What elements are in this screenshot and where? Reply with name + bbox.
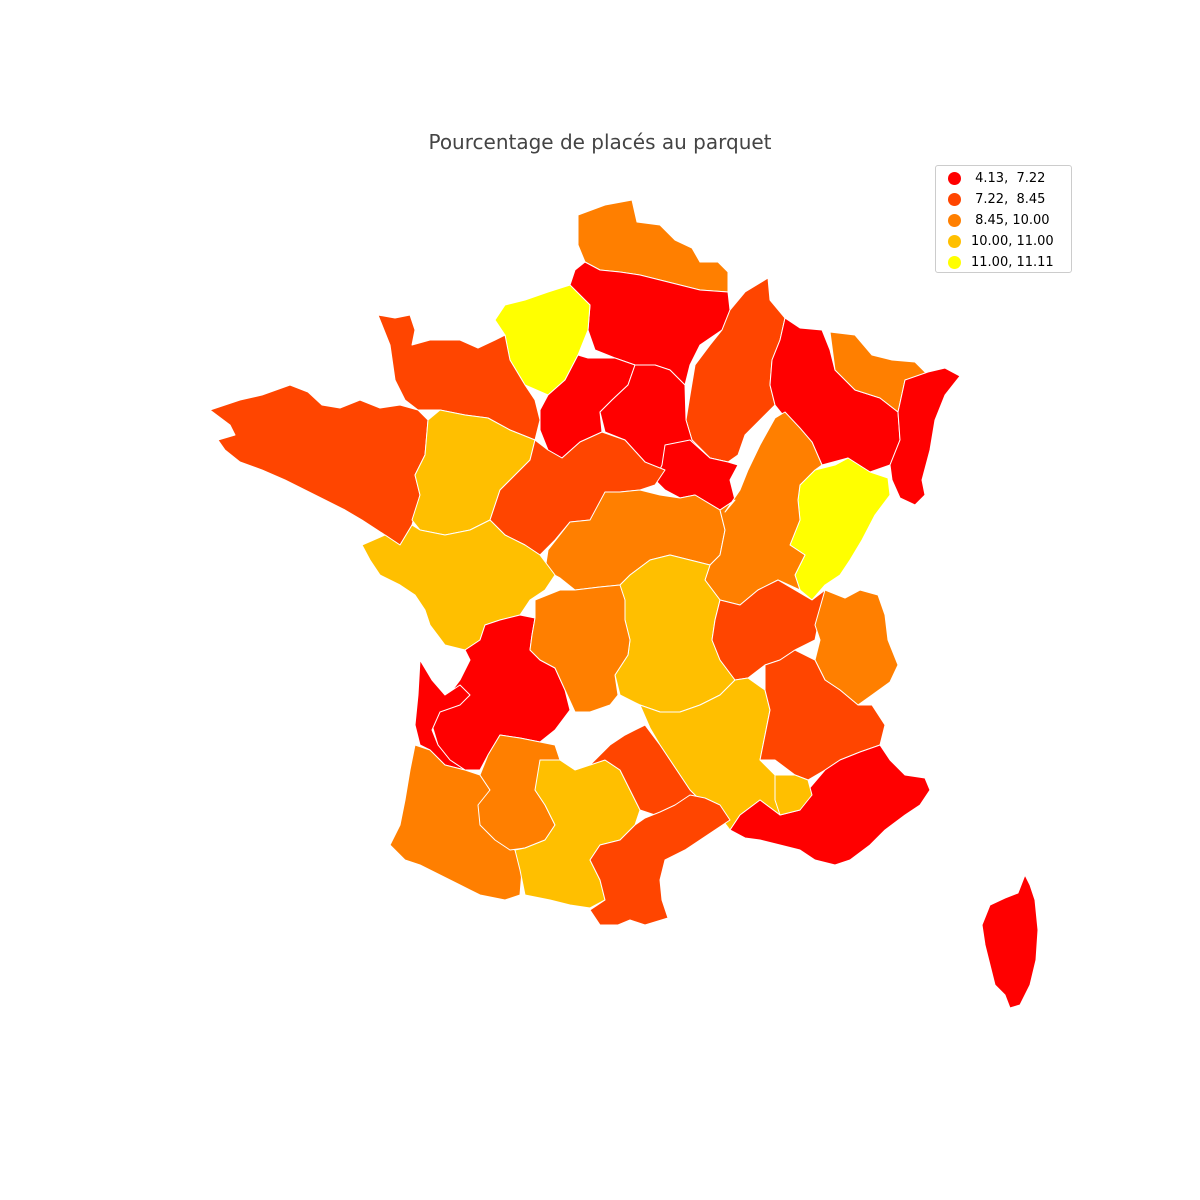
legend-swatch [948, 172, 961, 185]
map-title: Pourcentage de placés au parquet [428, 130, 772, 154]
region-alsace [889, 367, 961, 506]
legend-label: 11.00, 11.11 [971, 255, 1054, 270]
regions-layer [209, 199, 1039, 1009]
region-basse-normandie [377, 314, 541, 441]
legend-entry: 4.13, 7.22 [936, 168, 1071, 189]
region-corse [981, 874, 1039, 1009]
legend-label: 4.13, 7.22 [971, 171, 1046, 186]
legend-entry: 7.22, 8.45 [936, 189, 1071, 210]
legend-label: 10.00, 11.00 [971, 234, 1054, 249]
region-aquitaine-sud [389, 744, 523, 901]
legend: 4.13, 7.22 7.22, 8.45 8.45, 10.00 10.00, … [935, 165, 1072, 273]
region-poitou-charentes [361, 519, 556, 651]
legend-swatch [948, 235, 961, 248]
region-alpes-sud [774, 774, 813, 816]
legend-swatch [948, 193, 961, 206]
region-limousin [529, 584, 631, 713]
legend-entry: 10.00, 11.00 [936, 231, 1071, 252]
legend-swatch [948, 214, 961, 227]
region-languedoc [589, 794, 731, 926]
legend-label: 8.45, 10.00 [971, 213, 1050, 228]
legend-label: 7.22, 8.45 [971, 192, 1046, 207]
legend-entry: 11.00, 11.11 [936, 252, 1071, 273]
region-savoie [814, 589, 899, 706]
legend-swatch [948, 256, 961, 269]
region-rhone [711, 579, 826, 681]
region-landes-gironde [414, 659, 471, 771]
region-bretagne [209, 384, 429, 546]
legend-entry: 8.45, 10.00 [936, 210, 1071, 231]
region-champagne-ardenne [685, 277, 786, 463]
